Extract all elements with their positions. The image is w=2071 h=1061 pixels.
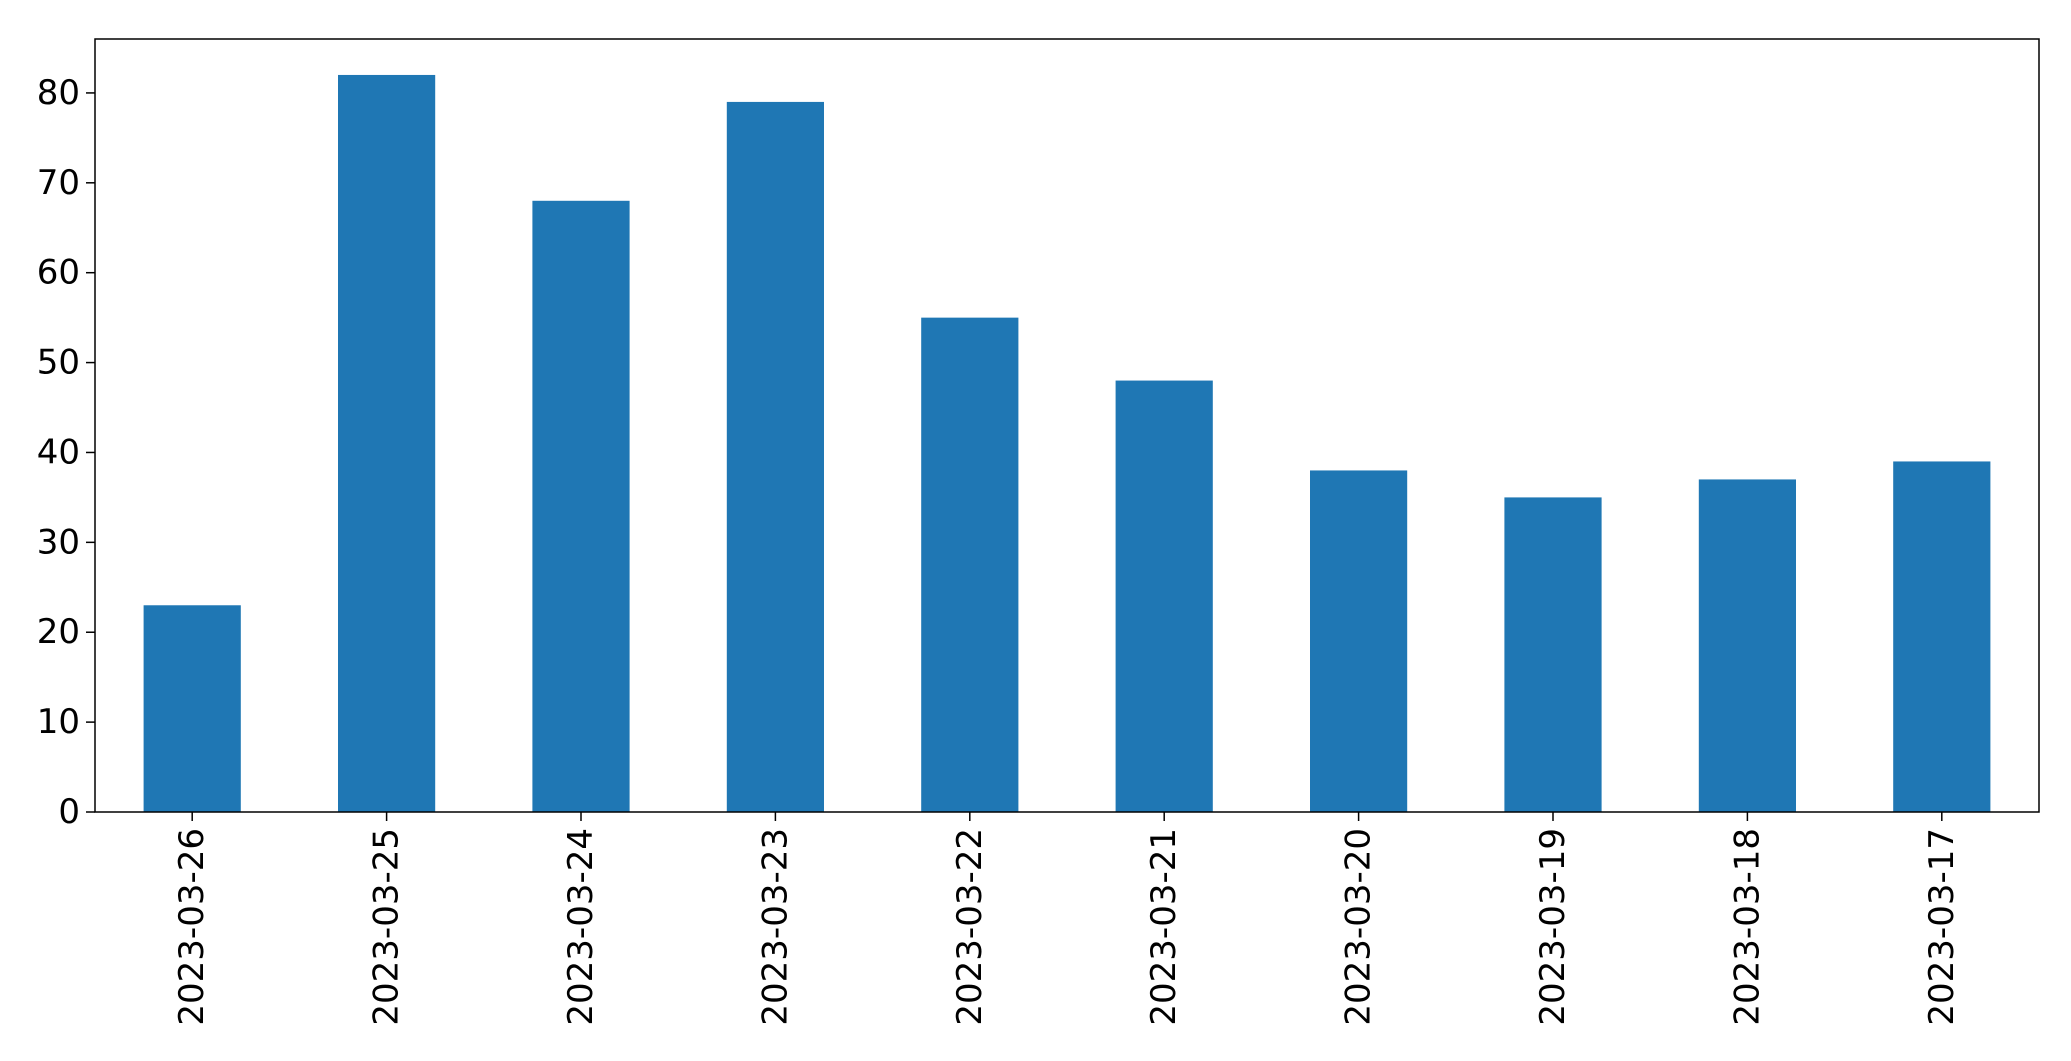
plot-frame xyxy=(94,38,2040,813)
y-tick-label: 40 xyxy=(37,432,80,472)
x-tick-label: 2023-03-26 xyxy=(172,828,212,1026)
x-axis: 2023-03-26 2023-03-25 2023-03-24 2023-03-23… xyxy=(172,812,1962,1026)
x-tick-label: 2023-03-18 xyxy=(1727,828,1767,1026)
y-tick-label: 10 xyxy=(37,702,80,742)
x-tick-label: 2023-03-24 xyxy=(561,828,601,1026)
x-tick-label: 2023-03-19 xyxy=(1533,828,1573,1026)
bar-2023-03-19 xyxy=(1504,497,1602,812)
bar-2023-03-26 xyxy=(143,605,241,812)
y-tick-label: 30 xyxy=(37,522,80,562)
y-tick-label: 50 xyxy=(37,343,80,383)
bars-group xyxy=(143,74,1991,813)
y-tick-label: 0 xyxy=(58,792,80,832)
y-tick-label: 60 xyxy=(37,253,80,293)
bar-2023-03-23 xyxy=(726,101,824,813)
y-tick-label: 80 xyxy=(37,73,80,113)
x-tick-label: 2023-03-22 xyxy=(950,828,990,1026)
bar-2023-03-20 xyxy=(1310,470,1408,812)
y-tick-label: 20 xyxy=(37,612,80,652)
bar-2023-03-17 xyxy=(1893,461,1991,812)
y-axis: 0 10 20 30 40 50 60 70 80 xyxy=(37,73,95,832)
bar-2023-03-21 xyxy=(1115,380,1213,812)
bar-2023-03-22 xyxy=(921,317,1019,812)
x-tick-label: 2023-03-23 xyxy=(755,828,795,1026)
x-tick-label: 2023-03-21 xyxy=(1144,828,1184,1026)
bar-2023-03-24 xyxy=(532,200,630,812)
x-tick-label: 2023-03-20 xyxy=(1339,828,1379,1026)
y-tick-label: 70 xyxy=(37,163,80,203)
bar-2023-03-18 xyxy=(1698,479,1796,812)
bar-2023-03-25 xyxy=(338,74,436,812)
x-tick-label: 2023-03-25 xyxy=(367,828,407,1026)
x-tick-label: 2023-03-17 xyxy=(1922,828,1962,1026)
